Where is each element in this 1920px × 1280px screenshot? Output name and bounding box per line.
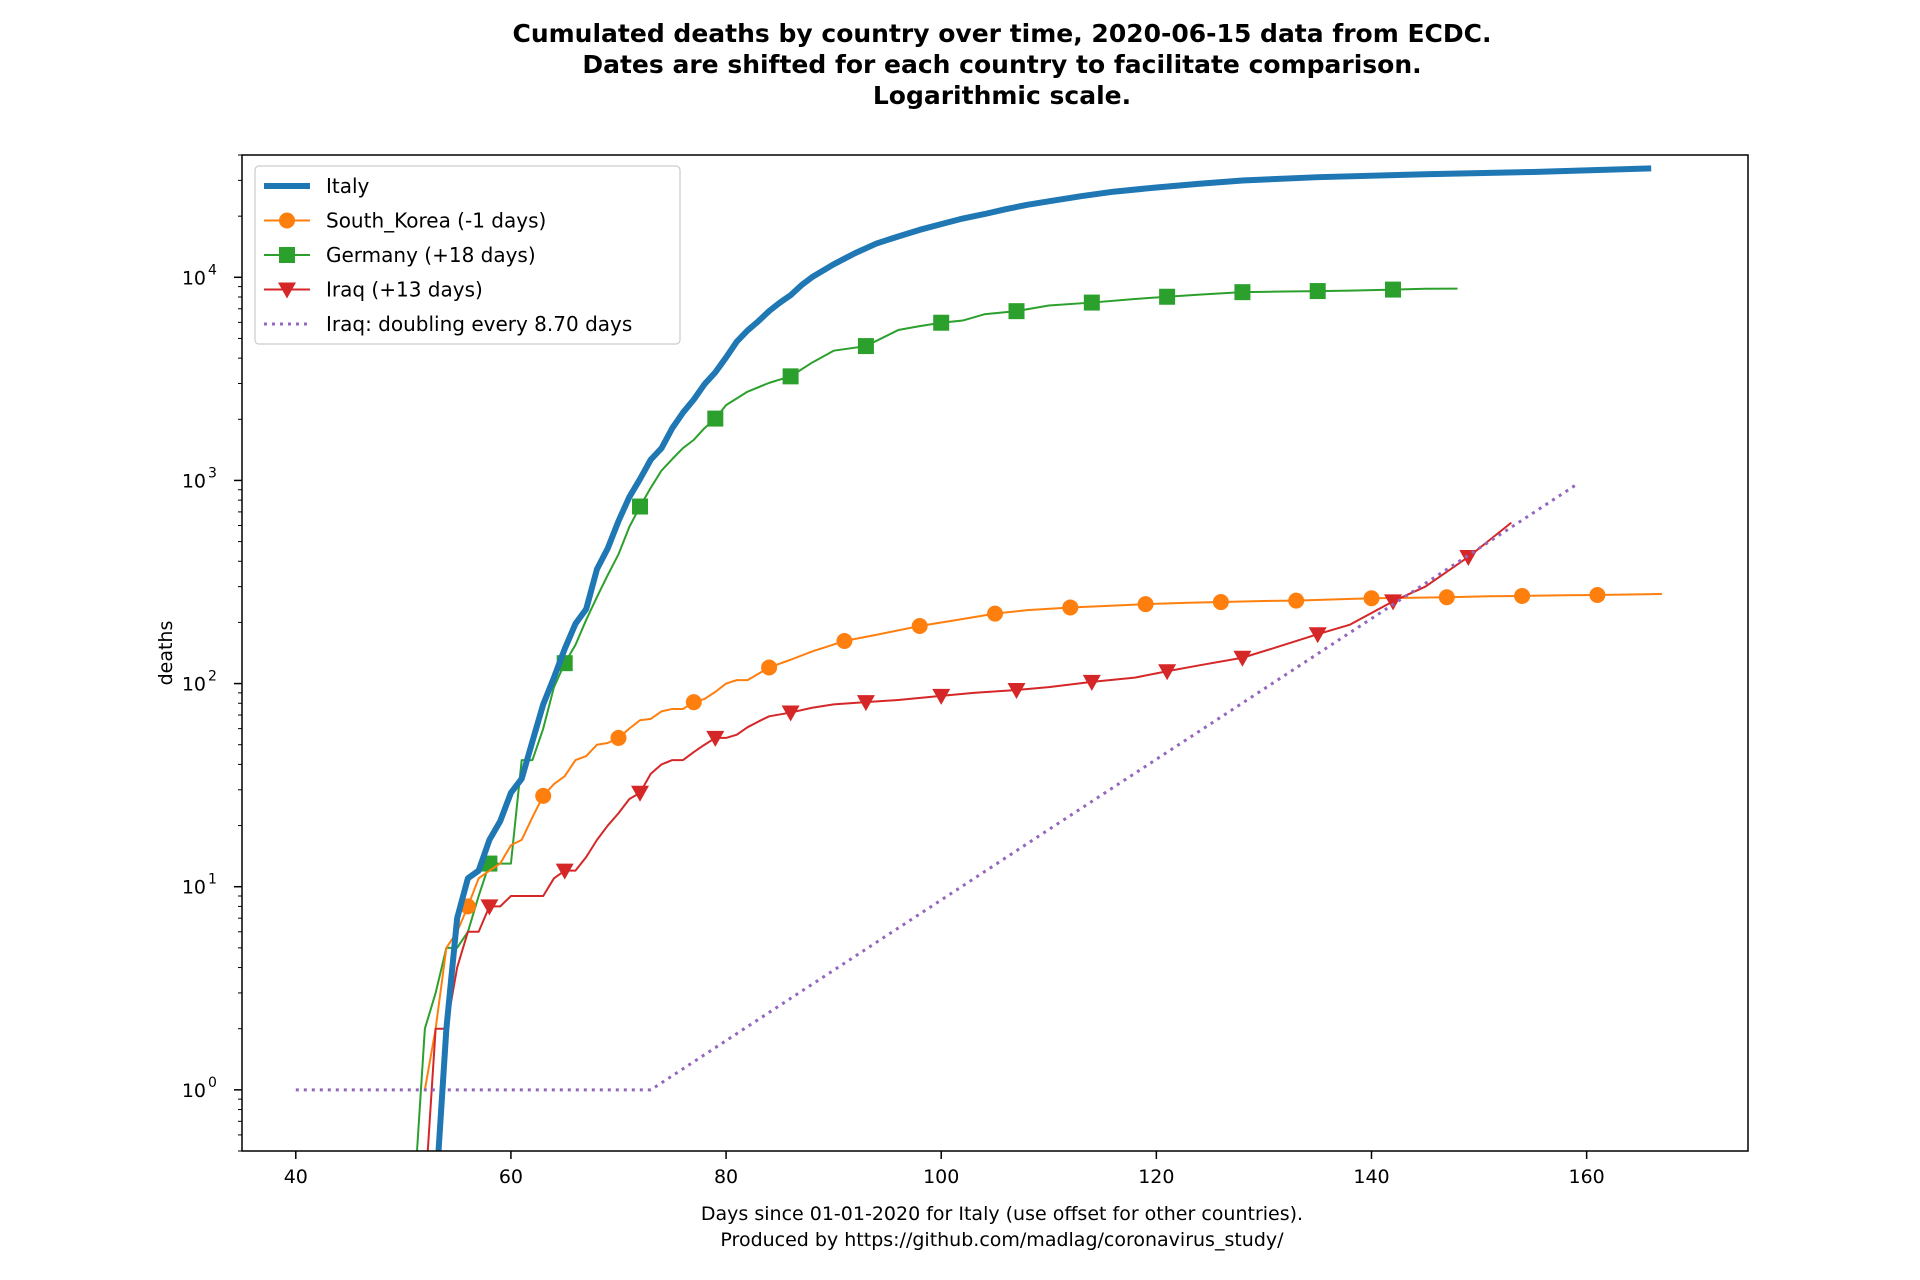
legend: Italy South_Korea (-1 days) Germany (+18 d… — [254, 165, 681, 345]
data-point — [1234, 284, 1251, 301]
data-point — [480, 899, 499, 916]
data-point — [1082, 674, 1101, 691]
series-line — [426, 521, 1512, 1151]
data-point — [1589, 586, 1606, 603]
data-point — [685, 694, 702, 711]
data-point — [406, 1188, 422, 1204]
legend-label: Iraq (+13 days) — [326, 278, 483, 302]
series-iraq-doubling-every-8-70-days — [295, 483, 1577, 1092]
x-tick-label: 140 — [1353, 1166, 1389, 1188]
y-tick-label: 10 — [182, 267, 206, 289]
data-point — [1438, 589, 1455, 606]
series-line — [423, 593, 1662, 1091]
data-point — [707, 410, 724, 427]
x-tick-label: 40 — [284, 1166, 308, 1188]
data-point — [1137, 596, 1154, 613]
x-tick-label: 100 — [923, 1166, 959, 1188]
series-south-korea-1-days- — [423, 586, 1662, 1091]
data-point — [632, 498, 649, 515]
data-point — [1159, 288, 1176, 305]
legend-item: Iraq (+13 days) — [264, 278, 483, 302]
legend-marker — [279, 247, 295, 263]
data-point — [1384, 594, 1403, 611]
legend-item: Germany (+18 days) — [264, 243, 536, 267]
y-tick-exponent: 3 — [208, 465, 217, 481]
x-tick-label: 160 — [1569, 1166, 1605, 1188]
x-tick-label: 120 — [1138, 1166, 1174, 1188]
y-tick-exponent: 4 — [208, 262, 217, 278]
series-line — [295, 483, 1577, 1092]
data-point — [555, 863, 574, 880]
y-tick-label: 10 — [182, 674, 206, 696]
data-point — [761, 659, 778, 676]
series-iraq-13-days- — [426, 521, 1512, 1151]
data-point — [932, 688, 951, 705]
chart-title: Cumulated deaths by country over time, 2… — [512, 19, 1491, 110]
chart-title-line: Cumulated deaths by country over time, 2… — [512, 19, 1491, 48]
chart-title-line: Dates are shifted for each country to fa… — [582, 50, 1421, 79]
data-point — [535, 787, 552, 804]
data-point — [1363, 590, 1380, 607]
data-point — [857, 338, 874, 355]
series-line — [435, 165, 1652, 1151]
legend-label: South_Korea (-1 days) — [326, 209, 546, 233]
series-line — [416, 287, 1458, 1151]
series-italy — [435, 165, 1652, 1151]
legend-label: Iraq: doubling every 8.70 days — [326, 312, 632, 336]
data-point — [1062, 599, 1079, 616]
data-point — [1385, 281, 1402, 298]
data-point — [631, 785, 650, 802]
x-axis-label: Produced by https://github.com/madlag/co… — [720, 1229, 1284, 1251]
legend-box — [254, 165, 681, 345]
legend-item: South_Korea (-1 days) — [264, 209, 546, 233]
legend-item: Italy — [264, 174, 370, 198]
data-point — [1308, 627, 1327, 644]
data-point — [706, 730, 725, 747]
data-point — [987, 605, 1003, 622]
x-tick-label: 80 — [714, 1166, 738, 1188]
data-point — [782, 368, 799, 385]
data-point — [933, 314, 950, 331]
data-point — [1514, 587, 1531, 604]
data-point — [1288, 592, 1305, 609]
y-tick-label: 10 — [182, 877, 206, 899]
y-axis-label: deaths — [155, 621, 177, 686]
legend-item: Iraq: doubling every 8.70 days — [264, 312, 632, 336]
data-point — [911, 618, 928, 635]
data-point — [836, 633, 853, 650]
data-point — [1233, 650, 1252, 667]
data-point — [1212, 594, 1229, 611]
data-point — [1158, 664, 1177, 681]
y-tick-exponent: 0 — [208, 1075, 217, 1091]
legend-marker — [278, 282, 296, 299]
legend-label: Germany (+18 days) — [326, 243, 536, 267]
data-point — [856, 695, 875, 712]
chart-title-line: Logarithmic scale. — [873, 81, 1131, 110]
data-point — [610, 729, 627, 746]
series-germany-18-days- — [406, 281, 1458, 1204]
plot-content — [295, 165, 1662, 1204]
data-point — [1083, 294, 1100, 311]
plot-frame — [241, 154, 1749, 1152]
data-point — [1309, 283, 1326, 300]
legend-label: Italy — [326, 174, 370, 198]
y-tick-exponent: 2 — [208, 669, 217, 685]
y-tick-exponent: 1 — [208, 872, 217, 888]
legend-marker — [279, 212, 295, 229]
data-point — [781, 705, 800, 722]
y-tick-label: 10 — [182, 1080, 206, 1102]
y-tick-label: 10 — [182, 470, 206, 492]
data-point — [1007, 682, 1026, 699]
x-tick-label: 60 — [499, 1166, 523, 1188]
data-point — [1008, 303, 1025, 320]
x-axis-label: Days since 01-01-2020 for Italy (use off… — [701, 1203, 1303, 1225]
